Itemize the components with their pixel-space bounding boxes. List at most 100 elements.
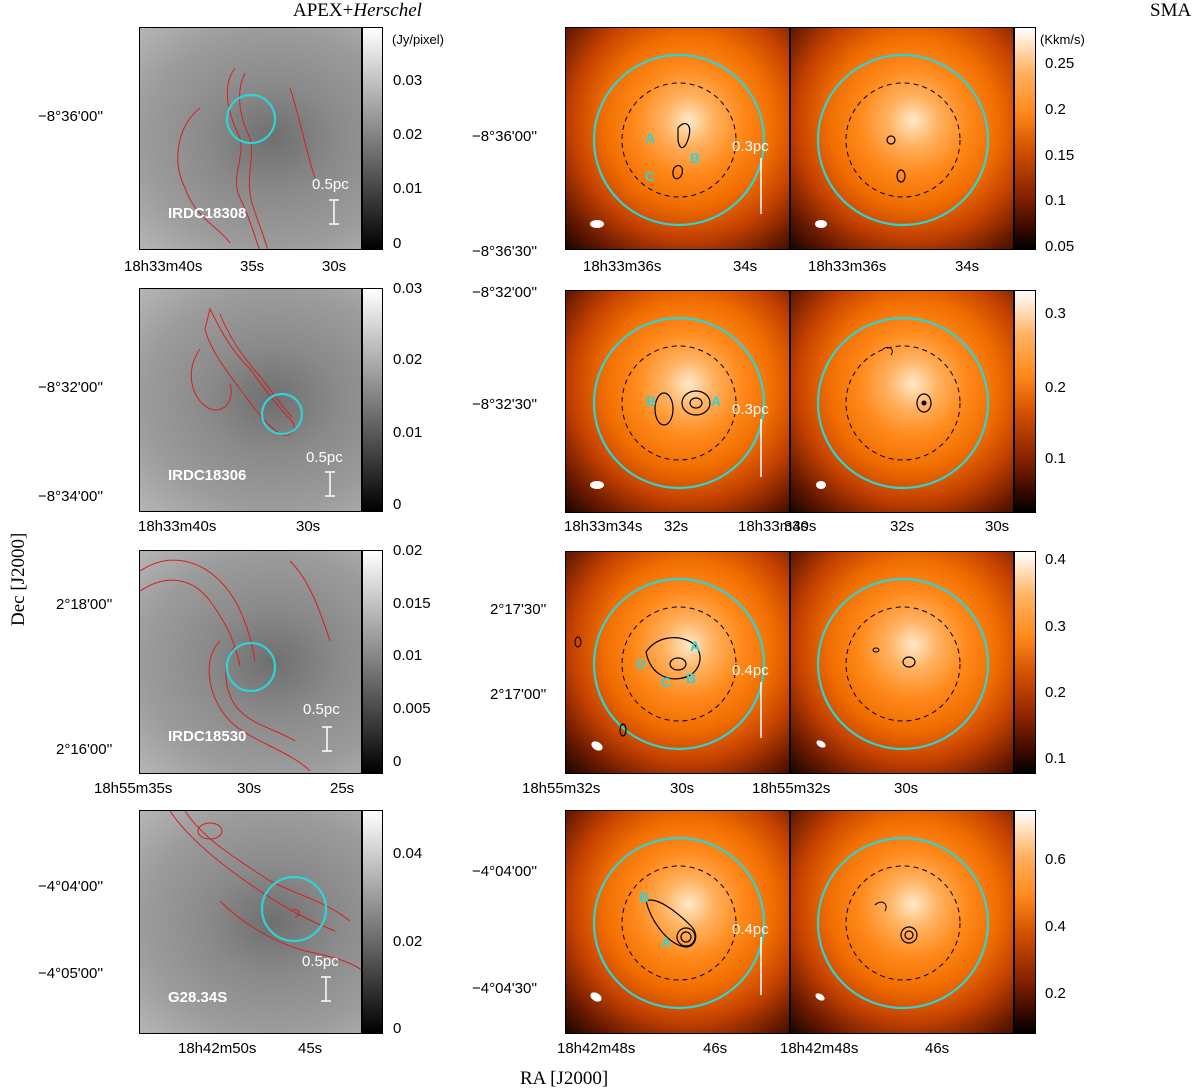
ra-tick: 32s: [664, 518, 689, 535]
cbar-tick: 0.6: [1045, 851, 1066, 868]
core-label: A: [645, 130, 656, 146]
dec-tick: 2°17'00'': [490, 686, 547, 703]
scale-label-right-row1: 0.3pc: [732, 138, 769, 155]
right-map-row3-a: A D C B 0.4pc: [565, 551, 790, 774]
overlay-right-row1-a: [590, 53, 766, 228]
dec-tick: −8°32'00'': [472, 284, 538, 301]
colorbar-left-row1: [362, 27, 383, 250]
cbar-tick: 0.25: [1045, 55, 1075, 72]
cbar-tick: 0.1: [1045, 192, 1066, 209]
core-label: D: [636, 656, 647, 672]
header-sma: SMA: [1150, 0, 1192, 21]
header-herschel-text: Herschel: [353, 0, 422, 21]
right-map-row1-a: A B C 0.3pc: [565, 27, 790, 250]
cbar-tick: 0.03: [393, 72, 423, 89]
core-label: B: [690, 150, 701, 166]
ra-tick: 18h42m48s: [557, 1040, 636, 1057]
left-map-row4: 0.5pc G28.34S: [139, 810, 362, 1034]
dec-tick: −8°36'00'': [472, 128, 538, 145]
ra-tick: 30s: [296, 518, 321, 535]
right-map-row4-b: [790, 810, 1014, 1034]
overlay-right-row3-b: [816, 577, 990, 751]
ra-tick: 30s: [670, 780, 695, 797]
ra-tick: 18h42m48s: [780, 1040, 859, 1057]
colorbar-right-row2: [1014, 290, 1036, 513]
colorbar-right-row1: [1014, 27, 1036, 250]
ra-tick: 32s: [890, 518, 915, 535]
cbar-tick: 0.3: [1045, 618, 1066, 635]
cbar-tick: 0.01: [393, 180, 423, 197]
cbar-tick: 0.3: [1045, 305, 1066, 322]
dec-tick: −4°04'00'': [472, 863, 538, 880]
cbar-tick: 0.02: [393, 933, 423, 950]
cbar-unit-right: (Kkm/s): [1040, 32, 1085, 47]
overlay-right-row4-b: [815, 836, 990, 1010]
cbar-tick: 0.02: [393, 351, 423, 368]
cbar-tick: 0.02: [393, 542, 423, 559]
ra-tick: 18h33m40s: [124, 258, 203, 275]
cbar-tick: 0.05: [1045, 238, 1075, 255]
right-map-row2-b: [790, 290, 1014, 513]
colorbar-right-row3: [1014, 551, 1036, 774]
header-apex-herschel: APEX+Herschel: [293, 0, 422, 22]
ra-tick: 30s: [985, 518, 1010, 535]
dec-tick: −8°32'00'': [38, 379, 104, 396]
cbar-tick: 0.04: [393, 845, 423, 862]
dec-tick: −4°04'30'': [472, 980, 538, 997]
right-map-row4-a: B A 0.4pc: [565, 810, 790, 1034]
core-label: A: [690, 638, 701, 654]
colorbar-right-row4: [1014, 810, 1036, 1034]
contours-left-row3: [140, 559, 332, 772]
ra-tick: 45s: [298, 1040, 323, 1057]
source-label-row2: IRDC18306: [168, 467, 247, 484]
right-map-row2-a: B A 0.3pc: [565, 290, 790, 513]
ra-tick: 46s: [925, 1040, 950, 1057]
ra-tick: 30s: [322, 258, 347, 275]
header-apex-text: APEX+: [293, 0, 354, 21]
cbar-tick: 0: [393, 496, 402, 513]
ra-tick: 25s: [330, 780, 355, 797]
scale-label-right-row4: 0.4pc: [732, 921, 769, 938]
core-label: B: [686, 670, 697, 686]
cbar-tick: 0.2: [1045, 985, 1066, 1002]
cbar-tick: 0.2: [1045, 379, 1066, 396]
cbar-tick: 0.4: [1045, 918, 1066, 935]
overlay-right-row2-b: [816, 316, 990, 490]
contours-left-row2: [190, 307, 335, 497]
cbar-tick: 0.005: [393, 700, 431, 717]
colorbar-left-row4: [362, 810, 383, 1034]
cbar-tick: 0.1: [1045, 750, 1066, 767]
colorbar-left-row2: [362, 288, 383, 512]
core-label: B: [639, 889, 650, 905]
overlay-right-row3-a: [574, 577, 766, 751]
left-map-row3: 0.5pc IRDC18530: [139, 550, 362, 774]
colorbar-left-row3: [362, 550, 383, 774]
scale-label-left-row1: 0.5pc: [312, 176, 349, 193]
dec-tick: 2°16'00'': [56, 741, 113, 758]
core-label: C: [661, 674, 672, 690]
dec-tick: −4°04'00'': [38, 878, 104, 895]
cbar-unit-left: (Jy/pixel): [392, 32, 445, 47]
cbar-tick: 0: [393, 753, 402, 770]
cbar-tick: 0.03: [393, 280, 423, 297]
ra-tick: 34s: [733, 258, 758, 275]
dec-tick: 2°17'30'': [490, 601, 547, 618]
dec-tick: 2°18'00'': [56, 596, 113, 613]
core-label: A: [711, 393, 722, 409]
ra-tick: 35s: [240, 258, 265, 275]
ra-tick: 18h42m50s: [178, 1040, 257, 1057]
left-map-row1: 0.5pc IRDC18308: [139, 27, 362, 250]
core-label: C: [645, 168, 656, 184]
overlay-right-row4-a: [590, 836, 766, 1010]
left-map-row2: 0.5pc IRDC18306: [139, 288, 362, 512]
ra-tick: 18h55m35s: [94, 780, 173, 797]
cbar-tick: 0.2: [1045, 101, 1066, 118]
cbar-tick: 0: [393, 235, 402, 252]
cbar-tick: 0.15: [1045, 147, 1075, 164]
ra-tick: 18h33m36s: [583, 258, 662, 275]
scale-label-left-row3: 0.5pc: [303, 701, 340, 718]
right-map-row1-b: [790, 27, 1014, 250]
cbar-tick: 0.2: [1045, 684, 1066, 701]
scale-label-left-row2: 0.5pc: [306, 449, 343, 466]
cbar-tick: 0.4: [1045, 551, 1066, 568]
